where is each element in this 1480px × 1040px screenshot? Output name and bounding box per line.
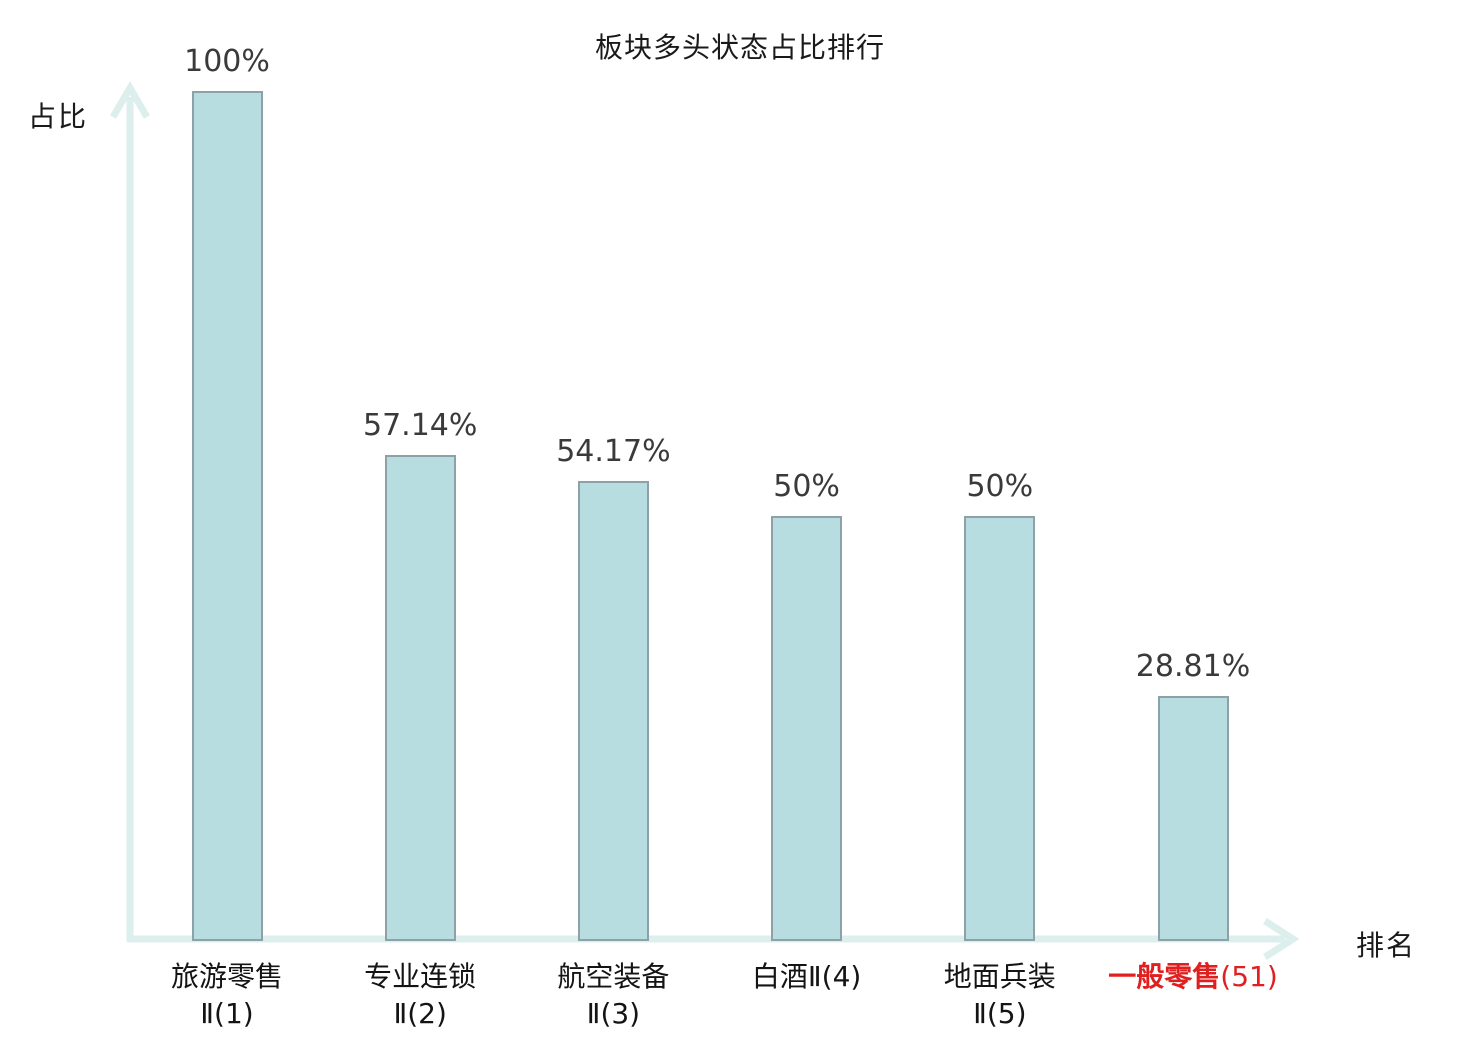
category-text: 地面兵装 (943, 960, 1056, 993)
category-text: 一般零售 (1108, 960, 1221, 993)
category-text-line2: Ⅱ(1) (200, 997, 254, 1030)
bar-value-label: 54.17% (556, 433, 671, 469)
bar-category-label: 白酒Ⅱ(4) (752, 958, 861, 995)
bar[interactable] (191, 91, 263, 941)
x-axis-title: 排名 (1356, 929, 1417, 962)
bar-value-label: 50% (966, 469, 1034, 504)
x-axis-arrow-icon (1263, 918, 1300, 960)
bar[interactable] (384, 455, 456, 941)
category-text-line2: Ⅱ(2) (393, 997, 447, 1030)
bar-category-label: 航空装备 Ⅱ(3) (557, 958, 669, 1032)
y-axis-arrow-icon (109, 81, 151, 119)
bar-category-label: 专业连锁 Ⅱ(2) (364, 958, 476, 1032)
chart-title: 板块多头状态占比排行 (594, 31, 885, 64)
y-axis-title: 占比 (28, 100, 89, 133)
bar-value-label: 100% (184, 44, 270, 79)
category-suffix: (51) (1220, 960, 1278, 993)
bar[interactable] (771, 516, 843, 941)
bar-category-label: 旅游零售 Ⅱ(1) (171, 958, 283, 1032)
bar-category-label-highlighted: 一般零售(51) (1108, 958, 1278, 995)
category-text: 白酒Ⅱ(4) (751, 960, 862, 993)
bar-value-label: 28.81% (1135, 649, 1251, 685)
bar-value-label: 50% (773, 469, 840, 504)
category-text: 旅游零售 (170, 960, 284, 993)
bar[interactable] (1157, 696, 1229, 941)
category-text-line2: Ⅱ(5) (973, 997, 1027, 1030)
bar[interactable] (577, 480, 649, 941)
category-text: 航空装备 (557, 960, 670, 993)
category-text-line2: Ⅱ(3) (586, 997, 641, 1030)
category-text: 专业连锁 (364, 960, 477, 993)
bar-category-label: 地面兵装 Ⅱ(5) (944, 958, 1056, 1032)
bar-value-label: 57.14% (362, 408, 478, 444)
bar[interactable] (964, 516, 1036, 941)
